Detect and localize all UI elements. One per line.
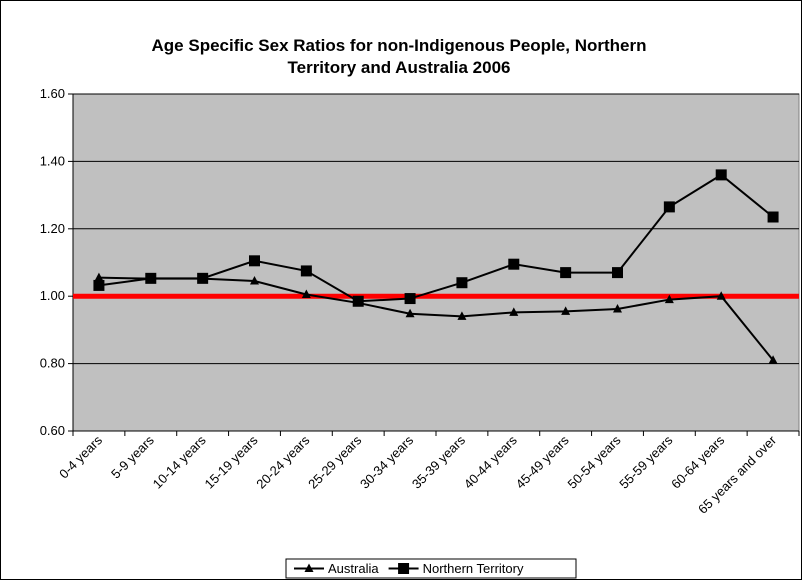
x-tick-label: 45-49 years (513, 432, 573, 492)
data-point (456, 277, 468, 289)
x-tick-label: 50-54 years (564, 432, 624, 492)
data-point (405, 308, 415, 318)
plot-area: 0.60 0.80 1.00 1.20 1.40 1.60 0-4 years 5-9 yea… (40, 86, 800, 517)
x-tick-label: 40-44 years (461, 432, 521, 492)
data-point (613, 304, 622, 313)
x-tick-label: 5-9 years (108, 432, 157, 481)
data-point (197, 272, 209, 284)
chart-title: Age Specific Sex Ratios for non-Indigeno… (152, 36, 647, 77)
data-point (560, 267, 572, 279)
y-tick-label: 0.60 (40, 423, 65, 438)
data-point (352, 295, 364, 307)
data-point (716, 291, 726, 300)
chart-title-line-2: Territory and Australia 2006 (288, 58, 511, 77)
x-tick-label: 10-14 years (150, 432, 210, 492)
y-tick-label: 1.00 (40, 288, 65, 303)
data-point (300, 265, 312, 277)
legend-label: Australia (328, 561, 379, 576)
data-point (767, 211, 779, 223)
data-point (250, 276, 259, 285)
legend-marker (398, 563, 410, 574)
y-tick-label: 1.20 (40, 221, 65, 236)
data-point (715, 169, 727, 181)
x-tick-label: 15-19 years (201, 432, 261, 492)
data-point (301, 289, 311, 299)
data-point (768, 355, 778, 364)
series-line-australia (98, 276, 774, 361)
legend: Australia Northern Territory (285, 558, 577, 579)
x-tick-label: 30-34 years (357, 432, 417, 492)
legend-label: Northern Territory (423, 561, 524, 576)
data-point (509, 307, 519, 316)
data-point (664, 294, 674, 304)
data-point (612, 267, 623, 279)
x-tick-label: 0-4 years (56, 432, 105, 481)
data-point (93, 279, 105, 291)
x-tick-label: 55-59 years (616, 432, 676, 492)
y-tick-label: 0.80 (40, 356, 65, 371)
x-tick-label: 25-29 years (305, 432, 365, 492)
data-point (404, 293, 416, 305)
y-tick-label: 1.60 (40, 86, 65, 101)
x-tick-label: 35-39 years (409, 432, 469, 492)
data-point (663, 201, 675, 213)
legend-marker (304, 563, 314, 572)
plot-background (72, 93, 800, 432)
data-point (145, 272, 157, 284)
data-point (249, 255, 260, 267)
y-tick-label: 1.40 (40, 153, 65, 168)
series-line-northern-territory (98, 173, 774, 303)
legend-box (285, 558, 577, 579)
x-tick-label: 20-24 years (253, 432, 313, 492)
data-point (94, 272, 104, 282)
data-point (561, 306, 571, 315)
data-point (457, 311, 467, 320)
chart-title-line-1: Age Specific Sex Ratios for non-Indigeno… (152, 36, 647, 55)
data-point (508, 258, 520, 270)
